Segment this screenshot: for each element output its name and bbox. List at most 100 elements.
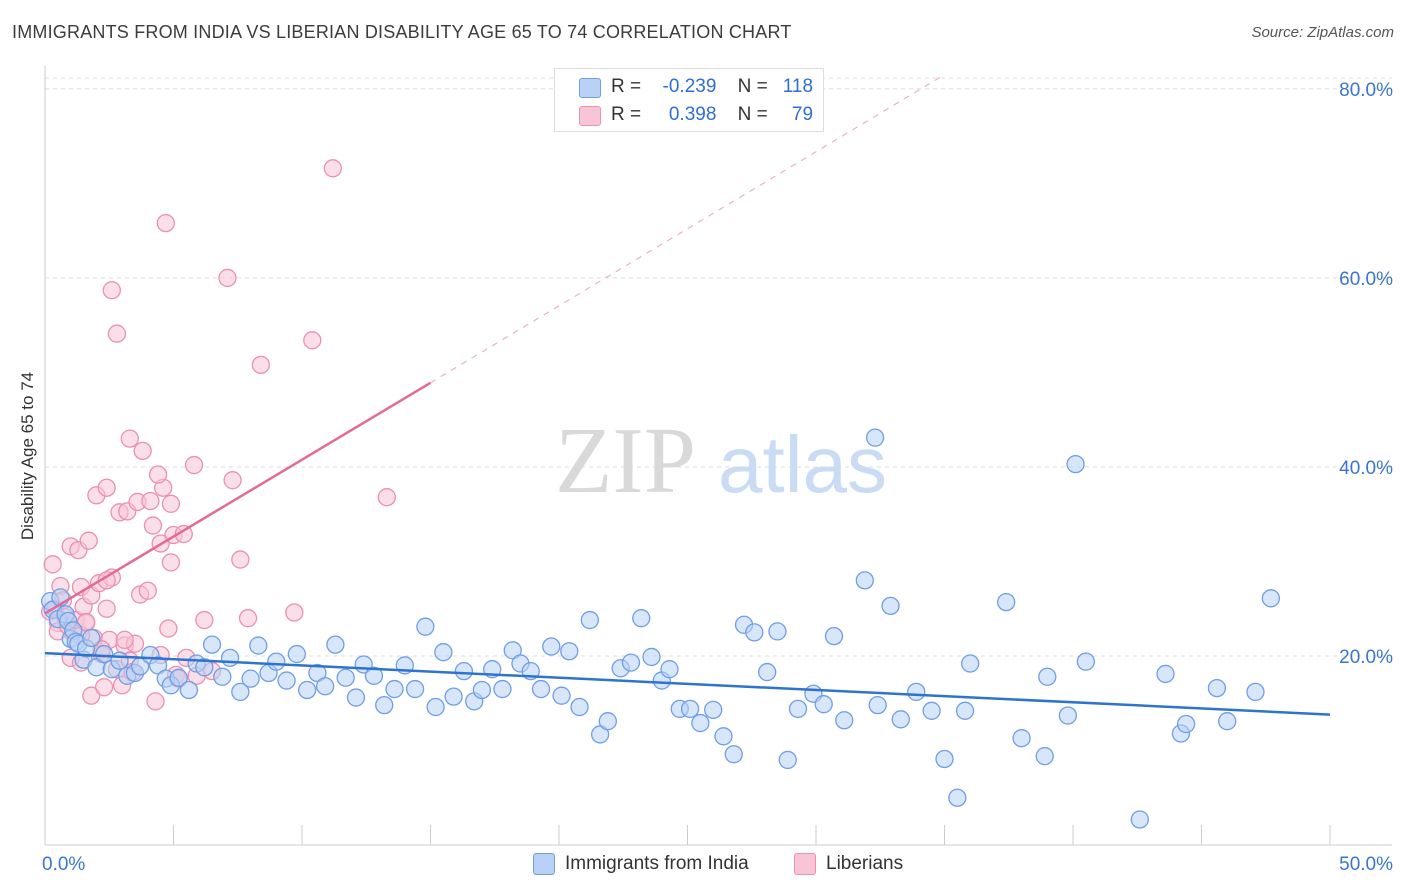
legend-n-value-blue: 118 (782, 76, 814, 97)
liberian-point (323, 159, 342, 178)
india-point (1130, 810, 1149, 829)
bottom-legend-swatch-pink (794, 853, 816, 875)
india-point (704, 700, 723, 719)
india-point (570, 697, 589, 717)
liberian-point (251, 355, 271, 375)
india-point (768, 622, 787, 641)
correlation-legend: R = -0.239 N = 118 R = 0.398 N = 79 (554, 68, 824, 132)
india-point (814, 695, 833, 714)
chart-source: Source: ZipAtlas.com (1251, 24, 1394, 41)
india-point (997, 592, 1016, 612)
india-point (1156, 664, 1175, 684)
india-point (94, 644, 114, 664)
india-point (598, 712, 617, 731)
chart-title: IMMIGRANTS FROM INDIA VS LIBERIAN DISABI… (12, 22, 792, 42)
liberian-point (115, 630, 134, 650)
liberian-point (156, 213, 175, 233)
liberian-point (82, 686, 101, 705)
liberian-point (161, 494, 181, 513)
india-point (660, 660, 679, 679)
liberian-point (303, 331, 322, 350)
liberian-point (146, 692, 165, 711)
india-point (1066, 454, 1085, 474)
liberian-point (184, 455, 204, 475)
india-point (346, 688, 366, 707)
liberian-point (238, 609, 258, 628)
india-point (955, 701, 975, 720)
liberian-point (107, 324, 127, 343)
india-point (758, 662, 777, 682)
india-point (405, 679, 425, 699)
legend-swatch-blue (579, 78, 601, 98)
liberian-point (195, 610, 214, 630)
liberian-point (231, 550, 250, 569)
india-point (277, 671, 296, 690)
grid-lines (45, 77, 1392, 657)
legend-swatch-pink (579, 106, 601, 126)
watermark: ZIP atlas (555, 409, 887, 513)
india-point (788, 699, 808, 719)
india-point (169, 668, 188, 687)
india-point (1038, 667, 1057, 686)
y-tick-label: 20.0% (1339, 647, 1393, 668)
india-point (1076, 652, 1095, 671)
bottom-legend-swatch-blue (533, 853, 555, 875)
legend-r-value-pink: 0.398 (668, 104, 717, 125)
liberian-point (143, 516, 163, 535)
india-point (385, 679, 404, 699)
india-point (642, 647, 661, 667)
india-point (1207, 678, 1227, 698)
india-point (493, 679, 512, 699)
liberian-point (159, 619, 178, 638)
india-point (835, 711, 854, 730)
watermark-zip: ZIP (555, 409, 696, 513)
india-point (531, 679, 551, 699)
india-point (241, 669, 260, 688)
india-point (195, 658, 214, 677)
legend-r-label: R = (611, 104, 642, 125)
india-point (249, 636, 268, 655)
india-point (560, 642, 579, 661)
india-point (881, 596, 900, 616)
india-point (724, 745, 743, 764)
trend-lines (44, 74, 1331, 716)
india-point (287, 644, 307, 664)
india-point (202, 635, 222, 654)
liberian-point (133, 441, 152, 461)
axes (44, 66, 1392, 846)
bottom-legend-label-pink: Liberians (826, 853, 904, 874)
liberian-point (97, 478, 116, 497)
india-point (220, 648, 240, 668)
india-point (542, 637, 561, 656)
india-point (1246, 682, 1265, 702)
india-point (1218, 712, 1237, 731)
india-point (552, 686, 571, 705)
liberian-point (285, 603, 304, 622)
bottom-legend-label-blue: Immigrants from India (565, 853, 749, 874)
legend-r-label: R = (611, 76, 642, 97)
liberian-point (138, 581, 157, 600)
liberian-point (148, 465, 168, 484)
india-point (824, 626, 844, 646)
india-point (315, 677, 335, 696)
india-point (267, 652, 286, 671)
liberian-point (141, 491, 160, 511)
y-tick-label: 80.0% (1339, 80, 1393, 101)
india-point (444, 687, 463, 706)
y-tick-label: 40.0% (1339, 458, 1393, 479)
liberian-point (161, 553, 181, 572)
india-trend-line (44, 651, 1331, 716)
liberian-point (97, 599, 116, 618)
india-point (632, 609, 651, 628)
india-point (454, 661, 474, 681)
india-point (326, 635, 345, 654)
india-point (472, 680, 492, 700)
india-point (375, 695, 394, 715)
watermark-atlas: atlas (718, 420, 887, 509)
india-point (110, 651, 129, 670)
india-point (714, 727, 733, 746)
liberian-point (102, 281, 121, 300)
india-point (213, 667, 232, 686)
y-tick-label: 60.0% (1339, 269, 1393, 290)
